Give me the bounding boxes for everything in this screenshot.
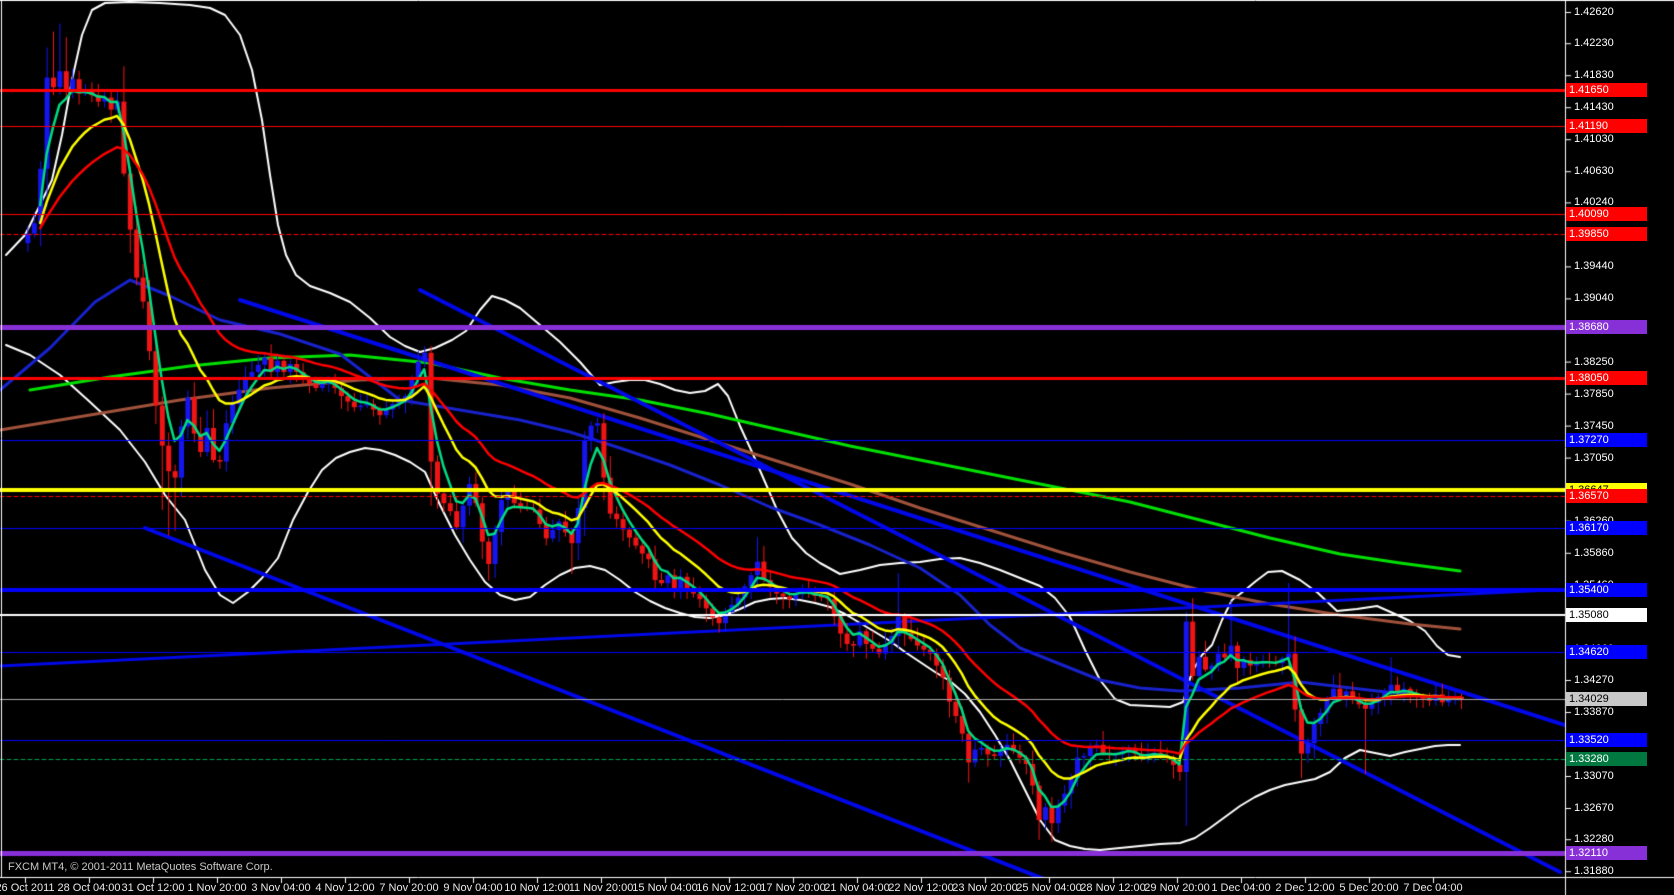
time-tick-label: 31 Oct 12:00 — [121, 882, 185, 894]
price-level-label: 1.35080 — [1566, 608, 1647, 623]
price-tick-label: 1.35860 — [1574, 546, 1614, 559]
price-level-label: 1.38050 — [1566, 370, 1647, 385]
time-tick-label: 3 Nov 04:00 — [251, 882, 311, 894]
price-tick-label: 1.42230 — [1574, 37, 1614, 50]
price-tick-label: 1.37050 — [1574, 451, 1614, 464]
time-tick-label: 11 Nov 20:00 — [568, 882, 634, 894]
time-tick-label: 28 Nov 12:00 — [1080, 882, 1146, 894]
time-tick-label: 28 Oct 04:00 — [57, 882, 121, 894]
price-level-label: 1.37270 — [1566, 433, 1647, 447]
price-level-label: 1.32110 — [1566, 845, 1647, 860]
price-level-label: 1.35400 — [1566, 582, 1647, 597]
price-tick-label: 1.39040 — [1574, 292, 1614, 305]
time-tick-label: 16 Nov 12:00 — [696, 882, 762, 894]
price-level-label: 1.40090 — [1566, 207, 1647, 222]
price-tick-label: 1.37450 — [1574, 419, 1614, 432]
price-level-label: 1.38680 — [1566, 320, 1647, 335]
price-tick-label: 1.42620 — [1574, 6, 1614, 18]
price-tick-label: 1.34270 — [1574, 674, 1614, 686]
time-tick-label: 15 Nov 04:00 — [632, 882, 698, 894]
platform-watermark: FXCM MT4, © 2001-2011 MetaQuotes Softwar… — [8, 861, 273, 873]
price-tick-label: 1.37850 — [1574, 387, 1614, 400]
price-level-label: 1.34029 — [1566, 692, 1647, 707]
price-tick-label: 1.33070 — [1574, 770, 1614, 782]
time-tick-label: 17 Nov 20:00 — [760, 882, 826, 894]
time-tick-label: 26 Oct 2011 — [0, 882, 55, 894]
time-tick-label: 25 Nov 04:00 — [1016, 882, 1082, 894]
price-tick-label: 1.41030 — [1574, 133, 1614, 146]
time-tick-label: 7 Nov 20:00 — [379, 882, 439, 894]
price-level-label: 1.34620 — [1566, 645, 1647, 659]
price-tick-label: 1.39440 — [1574, 260, 1614, 273]
price-tick-label: 1.40630 — [1574, 165, 1614, 178]
price-level-label: 1.39850 — [1566, 226, 1647, 241]
time-tick-label: 21 Nov 04:00 — [824, 882, 890, 894]
time-tick-label: 23 Nov 20:00 — [952, 882, 1018, 894]
time-tick-label: 7 Dec 04:00 — [1403, 882, 1463, 894]
time-tick-label: 1 Nov 20:00 — [187, 882, 247, 894]
time-tick-label: 4 Nov 12:00 — [315, 882, 375, 894]
time-tick-label: 1 Dec 04:00 — [1211, 882, 1271, 894]
time-tick-label: 9 Nov 04:00 — [443, 882, 503, 894]
price-level-label: 1.36570 — [1566, 489, 1647, 503]
time-tick-label: 29 Nov 20:00 — [1144, 882, 1210, 894]
time-tick-label: 5 Dec 20:00 — [1339, 882, 1399, 894]
price-level-label: 1.41190 — [1566, 119, 1647, 134]
price-tick-label: 1.41430 — [1574, 101, 1614, 114]
price-tick-label: 1.40240 — [1574, 196, 1614, 209]
price-tick-label: 1.33870 — [1574, 706, 1614, 718]
price-tick-label: 1.41830 — [1574, 69, 1614, 82]
price-tick-label: 1.32280 — [1574, 833, 1614, 846]
time-tick-label: 2 Dec 12:00 — [1275, 882, 1335, 894]
price-tick-label: 1.31880 — [1574, 865, 1614, 878]
price-level-label: 1.33280 — [1566, 752, 1647, 767]
price-level-label: 1.36170 — [1566, 521, 1647, 535]
price-level-label: 1.33520 — [1566, 733, 1647, 747]
price-tick-label: 1.32670 — [1574, 802, 1614, 814]
price-tick-label: 1.38250 — [1574, 355, 1614, 368]
time-tick-label: 10 Nov 12:00 — [504, 882, 570, 894]
price-level-label: 1.41650 — [1566, 82, 1647, 97]
time-tick-label: 22 Nov 12:00 — [888, 882, 954, 894]
